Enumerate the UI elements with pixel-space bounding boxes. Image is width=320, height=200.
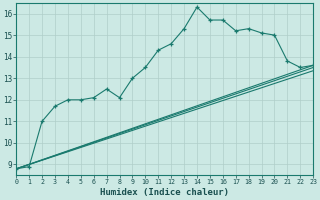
X-axis label: Humidex (Indice chaleur): Humidex (Indice chaleur) (100, 188, 229, 197)
